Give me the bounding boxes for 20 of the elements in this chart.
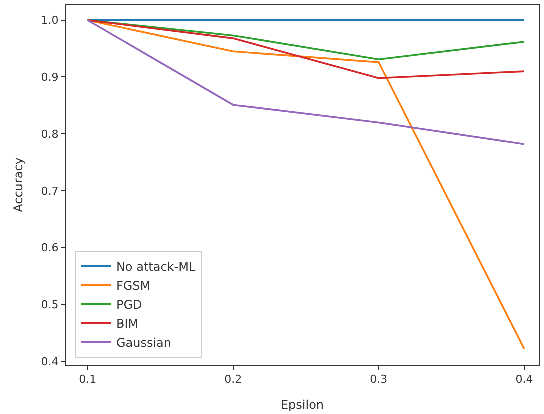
- y-tick-label: 0.9: [41, 71, 59, 84]
- legend-label: Gaussian: [116, 336, 172, 350]
- legend-label: No attack-ML: [116, 260, 196, 274]
- y-tick-label: 0.7: [41, 184, 59, 198]
- x-tick-label: 0.3: [370, 373, 388, 386]
- y-axis-title: Accuracy: [12, 158, 26, 212]
- x-tick-label: 0.1: [79, 373, 97, 386]
- y-tick-label: 0.8: [41, 128, 59, 141]
- line-series: [86, 19, 526, 80]
- x-tick-label: 0.4: [516, 373, 534, 386]
- x-axis-title: Epsilon: [280, 398, 324, 412]
- legend-label: BIM: [116, 316, 139, 331]
- y-tick-label: 0.5: [41, 298, 59, 312]
- legend-label: FGSM: [116, 278, 151, 293]
- y-tick-label: 0.4: [41, 355, 59, 368]
- legend-label: PGD: [116, 298, 142, 312]
- y-tick-label: 1.0: [41, 14, 59, 28]
- x-tick-label: 0.2: [224, 373, 242, 386]
- y-tick-label: 0.6: [41, 242, 59, 255]
- line-series: [86, 19, 526, 146]
